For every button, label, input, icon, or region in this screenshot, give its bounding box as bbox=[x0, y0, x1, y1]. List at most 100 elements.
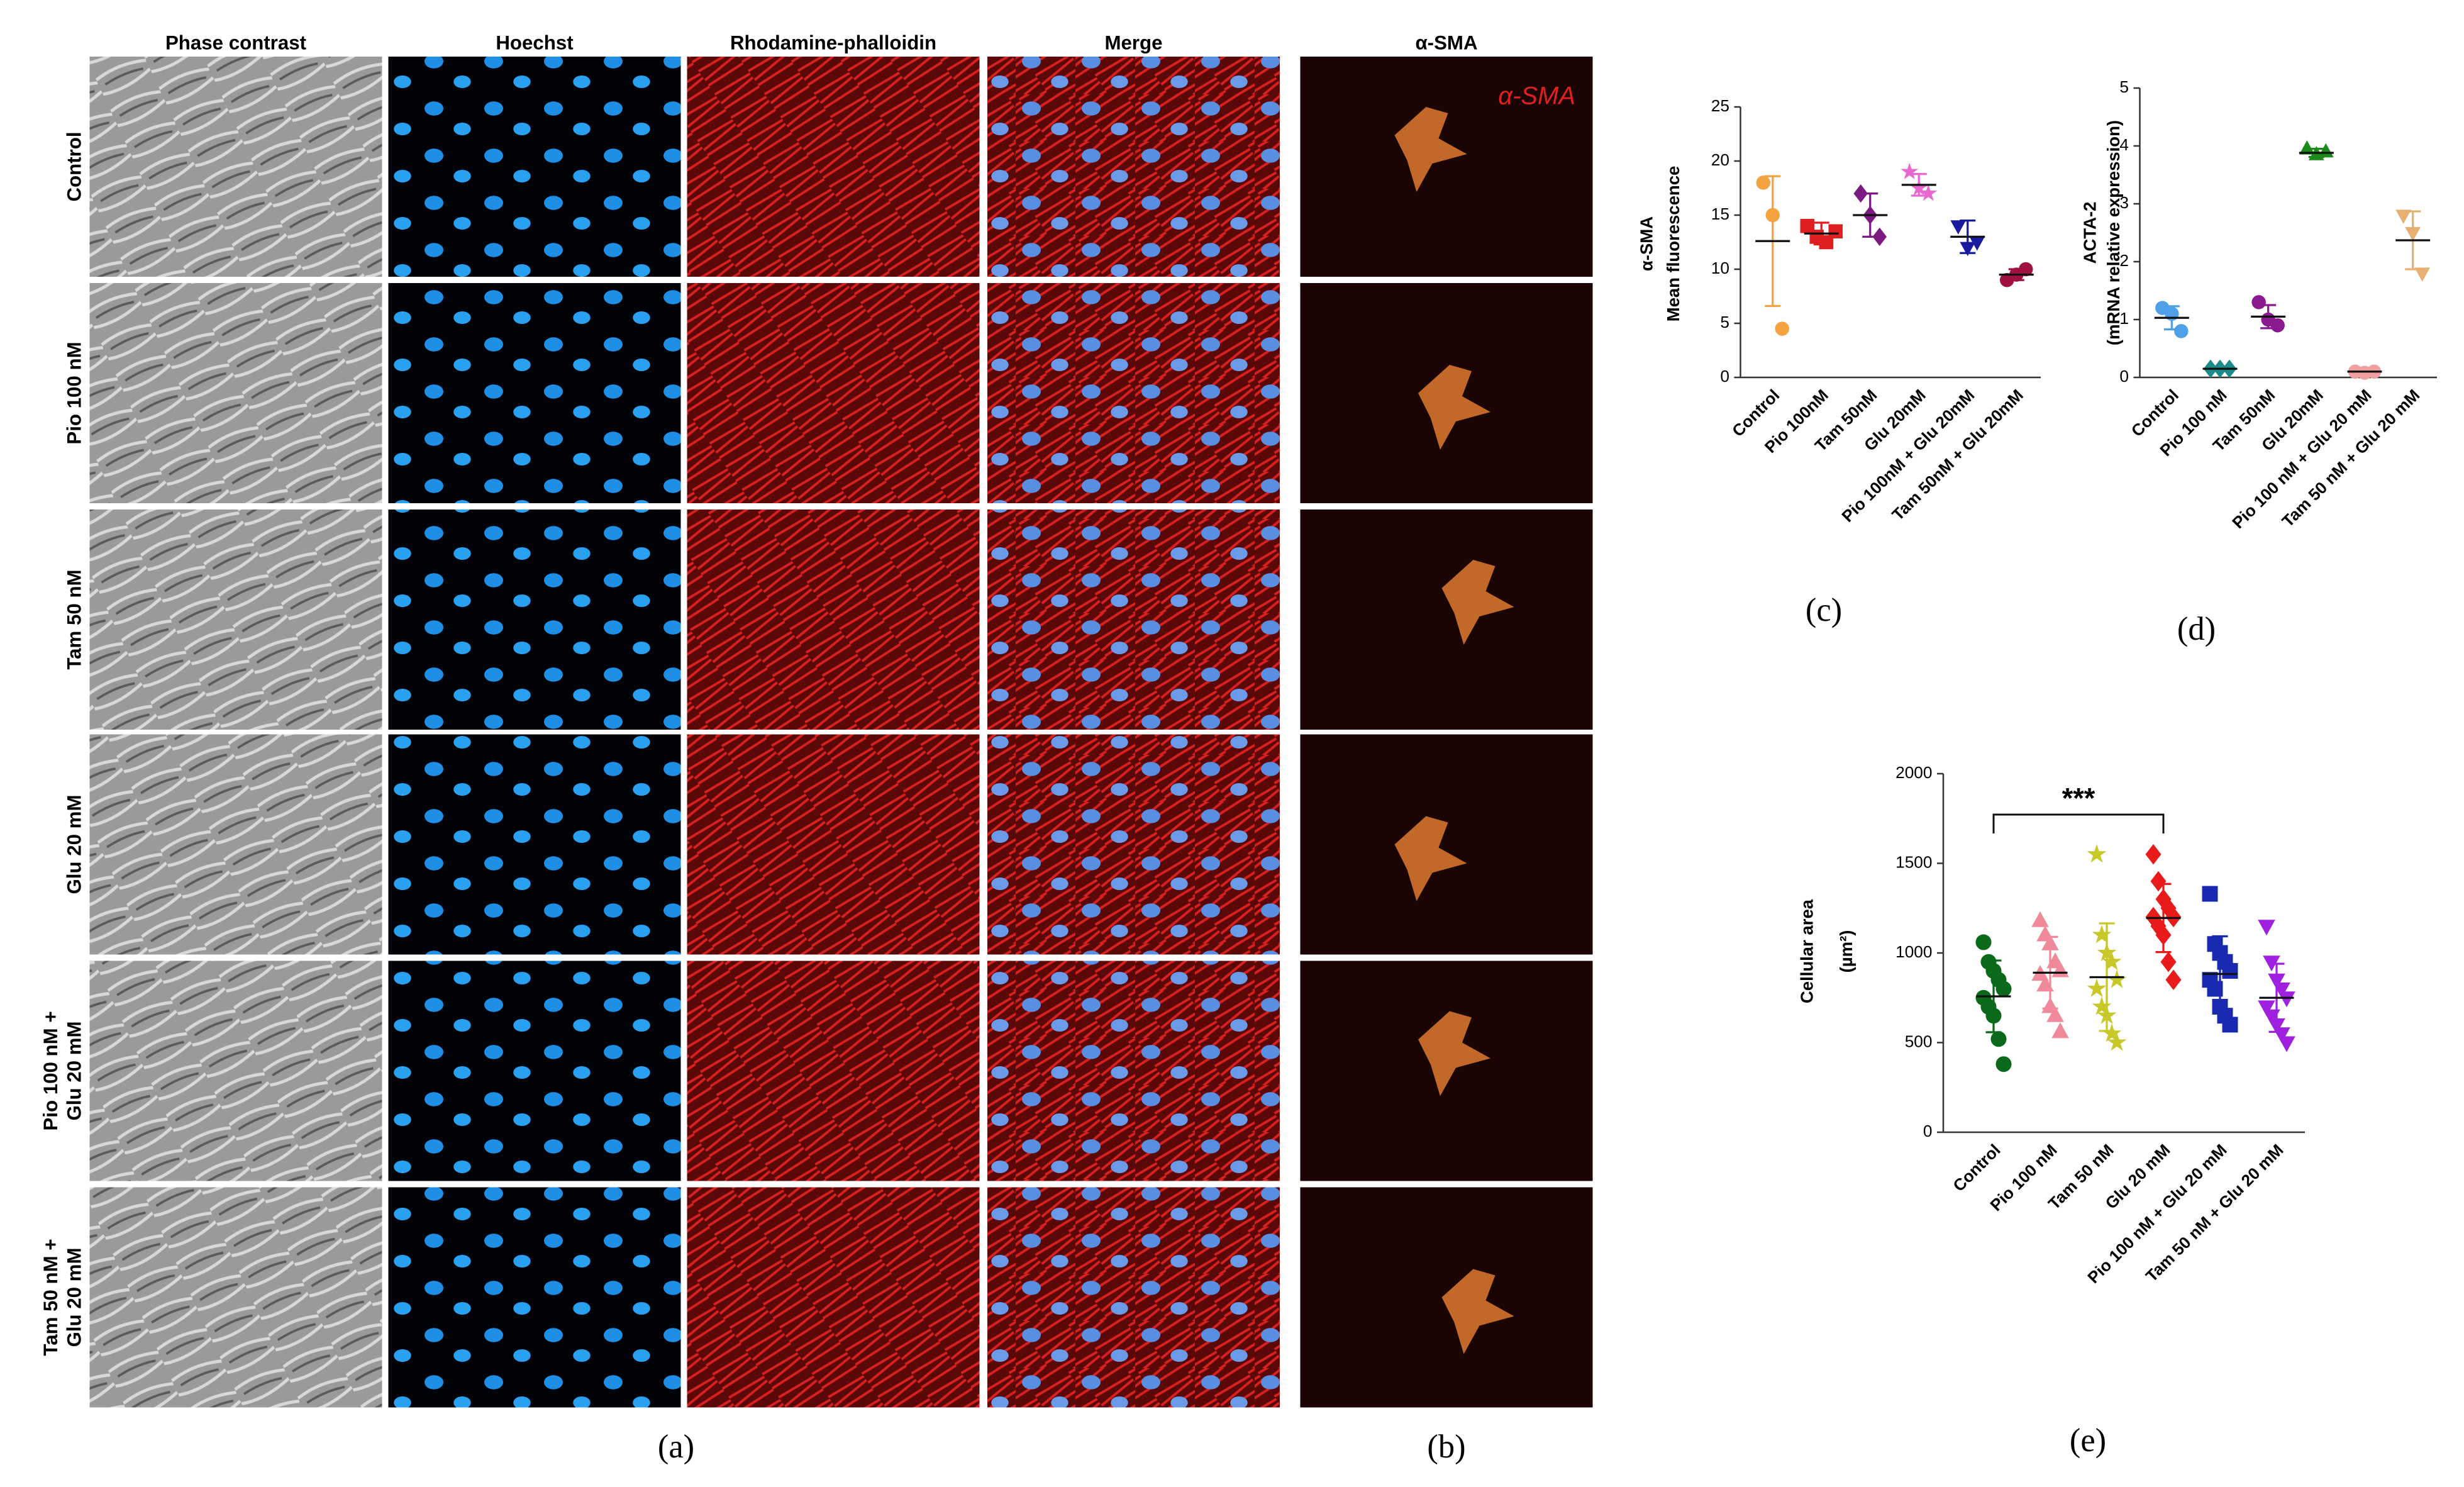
data-point bbox=[2165, 969, 2182, 990]
micrograph bbox=[687, 510, 980, 730]
data-point bbox=[1969, 237, 1985, 251]
data-point bbox=[2051, 1022, 2069, 1039]
micrograph bbox=[987, 961, 1280, 1181]
y-axis-label: Mean fluorescence bbox=[1663, 166, 1683, 322]
micrograph bbox=[388, 734, 681, 955]
micrograph bbox=[1300, 57, 1593, 277]
data-point bbox=[2031, 911, 2049, 927]
micrograph bbox=[687, 1187, 980, 1408]
data-point bbox=[2258, 920, 2275, 936]
data-point bbox=[1975, 934, 1992, 950]
micrograph bbox=[1300, 510, 1593, 730]
data-point bbox=[2092, 925, 2112, 944]
row-label: Tam 50 nM + bbox=[40, 1239, 62, 1356]
data-point bbox=[1828, 224, 1843, 239]
y-tick-label: 15 bbox=[1711, 204, 1729, 223]
stained-cell bbox=[1441, 560, 1514, 645]
data-point bbox=[2046, 1006, 2064, 1022]
micrograph bbox=[388, 283, 681, 503]
micrograph bbox=[89, 510, 382, 730]
micrograph bbox=[987, 510, 1280, 730]
panel-label: (d) bbox=[2177, 611, 2216, 647]
data-point bbox=[2019, 262, 2033, 277]
row-label: Tam 50 nM bbox=[63, 569, 85, 669]
x-tick-label: Control bbox=[1949, 1140, 2004, 1195]
micrograph bbox=[89, 734, 382, 955]
data-point bbox=[2087, 978, 2107, 998]
y-tick-label: 3 bbox=[2119, 193, 2129, 212]
y-tick-label: 20 bbox=[1711, 150, 1729, 169]
stained-cell bbox=[1441, 1269, 1514, 1354]
y-tick-label: 10 bbox=[1711, 259, 1729, 277]
image-text: α-SMA bbox=[1498, 82, 1575, 110]
significance-bracket bbox=[1992, 813, 2165, 834]
y-axis-label: ACTA-2 bbox=[2080, 202, 2099, 264]
data-point bbox=[2202, 886, 2218, 902]
panel-label: (e) bbox=[2070, 1422, 2106, 1459]
y-tick-label: 4 bbox=[2119, 135, 2129, 154]
column-header: α-SMA bbox=[1415, 31, 1477, 53]
data-point bbox=[1775, 321, 1789, 336]
data-point bbox=[2102, 1023, 2122, 1042]
data-point bbox=[1756, 175, 1770, 190]
data-point bbox=[1919, 184, 1938, 201]
micrograph bbox=[687, 283, 980, 503]
row-label: Pio 100 nM bbox=[63, 342, 85, 444]
data-point bbox=[2270, 318, 2285, 333]
micrograph bbox=[388, 510, 681, 730]
data-point bbox=[2299, 140, 2315, 155]
y-tick-label: 0 bbox=[1720, 367, 1729, 386]
data-point bbox=[2222, 963, 2238, 979]
row-label: Control bbox=[63, 131, 85, 201]
stained-cell bbox=[1418, 1011, 1490, 1096]
data-point bbox=[1800, 218, 1814, 233]
column-header: Merge bbox=[1104, 31, 1162, 53]
micrograph bbox=[987, 1187, 1280, 1408]
panel-label: (b) bbox=[1427, 1429, 1465, 1465]
stained-cell bbox=[1394, 816, 1467, 901]
y-tick-label: 5 bbox=[1720, 313, 1729, 331]
micrograph bbox=[388, 961, 681, 1181]
y-axis-label: α-SMA bbox=[1636, 216, 1656, 271]
data-point bbox=[1872, 227, 1887, 247]
micrograph bbox=[1300, 734, 1593, 955]
data-point bbox=[2317, 143, 2334, 158]
data-point bbox=[2174, 324, 2189, 338]
data-point bbox=[2251, 295, 2266, 309]
y-tick-label: 2 bbox=[2119, 251, 2129, 270]
y-axis-label: (µm²) bbox=[1836, 930, 1856, 973]
micrograph bbox=[987, 283, 1280, 503]
micrograph bbox=[388, 57, 681, 277]
data-point bbox=[2107, 1032, 2127, 1051]
data-point bbox=[2258, 1000, 2275, 1016]
micrograph bbox=[89, 283, 382, 503]
data-point bbox=[1853, 184, 1868, 203]
panel-label: (c) bbox=[1806, 592, 1842, 628]
annotation: *** bbox=[2062, 782, 2095, 814]
column-header: Rhodamine-phalloidin bbox=[730, 31, 936, 53]
data-point bbox=[1901, 162, 1919, 180]
data-point bbox=[1995, 981, 2012, 997]
panel-label: (a) bbox=[658, 1429, 694, 1465]
micrograph bbox=[987, 734, 1280, 955]
micrograph bbox=[687, 734, 980, 955]
y-tick-label: 0 bbox=[1923, 1122, 1933, 1140]
micrograph bbox=[89, 1187, 382, 1408]
data-point bbox=[1950, 220, 1967, 235]
data-point bbox=[2107, 969, 2127, 988]
data-point bbox=[1995, 1056, 2012, 1072]
micrograph bbox=[89, 57, 382, 277]
y-tick-label: 1500 bbox=[1895, 852, 1932, 871]
stained-cell bbox=[1394, 107, 1467, 192]
micrograph bbox=[687, 57, 980, 277]
data-point bbox=[2414, 267, 2431, 282]
micrograph bbox=[89, 961, 382, 1181]
row-label: Pio 100 nM + bbox=[40, 1011, 62, 1130]
micrograph bbox=[687, 961, 980, 1181]
y-tick-label: 1000 bbox=[1895, 942, 1932, 961]
data-point bbox=[2395, 209, 2412, 224]
y-tick-label: 25 bbox=[1711, 96, 1729, 115]
data-point bbox=[2278, 991, 2295, 1008]
data-point bbox=[2087, 844, 2107, 863]
